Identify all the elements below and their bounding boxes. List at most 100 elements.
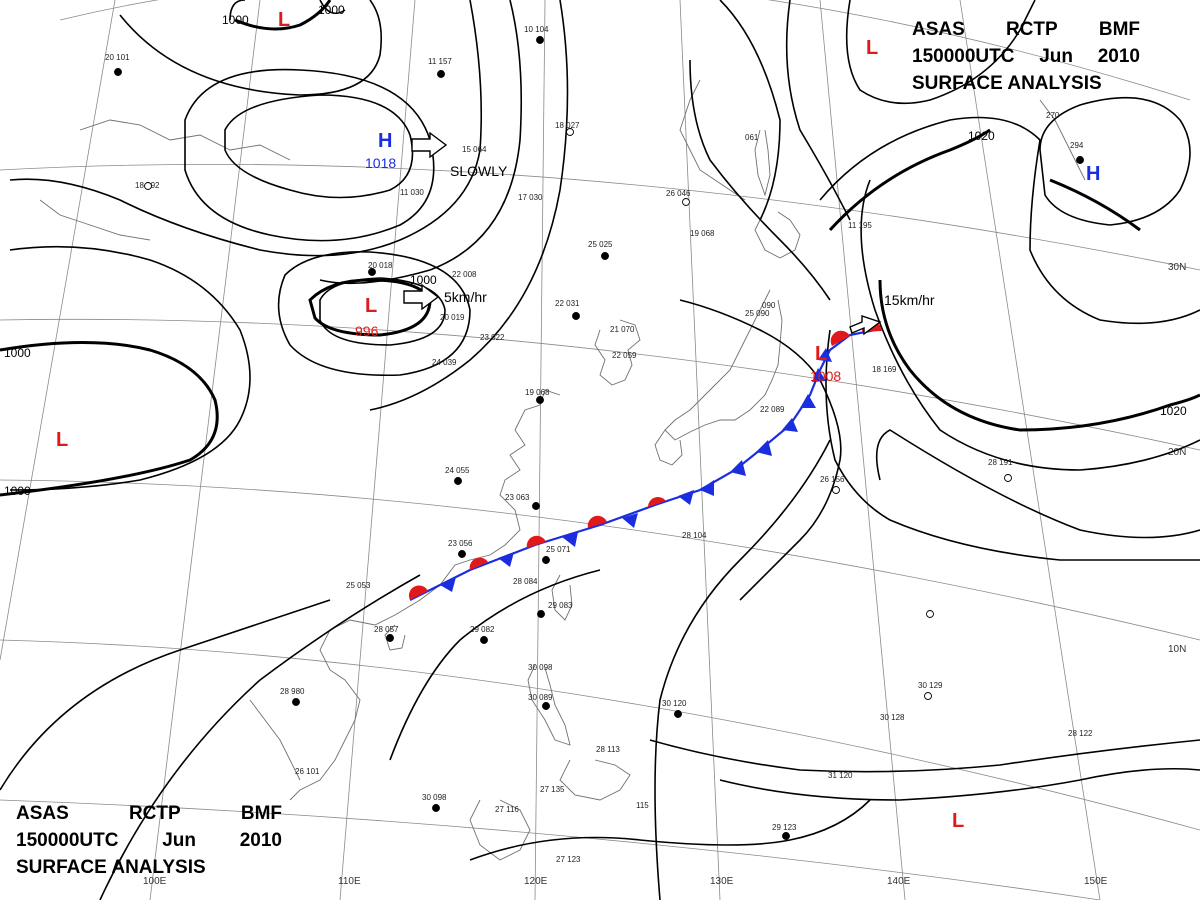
lon-label-100e: 100E [143,876,167,887]
isobar-thick [234,0,332,31]
station-marker [536,36,544,44]
arrow-icon [849,315,882,336]
low-center-symbol: L [56,429,68,451]
low-center-symbol: L [866,37,878,59]
station-marker [480,636,488,644]
station-obs: 30 098 [422,793,447,802]
lat-label-30n: 30N [1168,262,1186,273]
parallel [0,164,1200,271]
station-obs: 26 101 [295,767,320,776]
isobar-labels: 1000 1000 1000 1000 1000 1020 1020 [4,3,1187,498]
lon-label-130e: 130E [710,876,734,887]
arrow-icon [403,283,440,311]
high-center-symbol: H [1086,163,1100,185]
coastlines [39,79,1086,861]
station-marker [542,556,550,564]
lon-label-140e: 140E [887,876,911,887]
station-marker [437,70,445,78]
isobar [649,739,1200,773]
motion-label-slowly: SLOWLY [450,163,508,179]
station-obs: 294 [1070,141,1084,150]
station-marker [674,710,682,718]
station-obs: 28 104 [682,531,707,540]
cold-front-tri [730,460,746,476]
isobars-thick [0,0,1200,497]
station-obs: 24 055 [445,466,470,475]
low-center-symbol: L [952,810,964,832]
header-station: RCTP [1005,19,1058,40]
isobar-thick [1049,178,1141,232]
station-obs: 27 116 [495,805,519,814]
isobar [719,767,1200,801]
coastline-kyushu [654,429,683,466]
station-marker [572,312,580,320]
isobar [0,599,331,791]
station-obs: 11 157 [428,57,452,66]
meridian [959,0,1101,900]
isobar [689,59,831,301]
station-obs: 29 123 [772,823,797,832]
station-obs: 29 083 [548,601,573,610]
isobar-label: 1000 [4,484,31,498]
station-obs: 11 195 [848,221,872,230]
station-obs: 15 064 [462,145,487,154]
cold-front-tri [622,513,638,528]
parallel [0,318,1200,451]
header-station: RCTP [128,803,181,824]
station-obs: 30 129 [918,681,943,690]
coastline-kamchatka [1039,99,1086,181]
meridian [339,0,416,900]
lon-label-150e: 150E [1084,876,1108,887]
station-marker [924,692,932,700]
station-obs: 23 063 [505,493,530,502]
isobar [9,245,251,491]
header-year: 2010 [1097,46,1140,67]
station-obs: 24 039 [432,358,457,367]
station-obs: 19 068 [690,229,715,238]
isobar-label: 1020 [1160,404,1187,418]
low-center-pressure: 996 [355,323,379,339]
motion-label-5kmhr: 5km/hr [444,289,487,305]
station-obs: 22 059 [612,351,637,360]
station-obs: 28 113 [596,745,620,754]
warm-front-symbols [408,321,882,600]
isobar [229,0,246,21]
station-marker [532,502,540,510]
station-marker [537,610,545,618]
isobar [389,569,601,761]
warm-front-bump [830,330,850,346]
coastline-indochina [249,699,301,781]
header-code: BMF [1098,19,1140,40]
station-obs: 26 046 [666,189,691,198]
isobar [224,94,414,199]
station-obs: 22 008 [452,270,477,279]
station-obs: 25 053 [346,581,371,590]
coastline-hainan [384,624,406,651]
station-obs: 18 027 [555,121,580,130]
header-title: SURFACE ANALYSIS [16,857,206,878]
coastline-philippines-luzon [527,664,571,746]
station-marker [454,477,462,485]
header-time: 150000UTC [16,830,119,851]
station-obs: 061 [745,133,759,142]
station-obs: 20 101 [105,53,130,62]
station-marker [368,268,376,276]
coastline-japan-honshu [664,289,783,441]
station-marker [114,68,122,76]
graticule-labels: 100E 110E 120E 130E 140E 150E 30N 20N 10… [143,262,1186,887]
isobar [719,0,781,221]
isobar [679,299,842,601]
high-center-pressure: 1018 [365,155,396,171]
isobar [654,439,831,900]
graticule-meridians [0,0,1101,900]
parallel [0,479,1200,641]
station-obs: 19 068 [525,388,550,397]
coastline-russia-east [679,79,746,201]
header-month: Jun [162,830,196,851]
station-obs: 28 191 [988,458,1013,467]
lon-label-120e: 120E [524,876,548,887]
arrow-icon [411,131,448,159]
coastline-borneo [469,799,531,861]
coastline-taiwan [551,574,573,621]
